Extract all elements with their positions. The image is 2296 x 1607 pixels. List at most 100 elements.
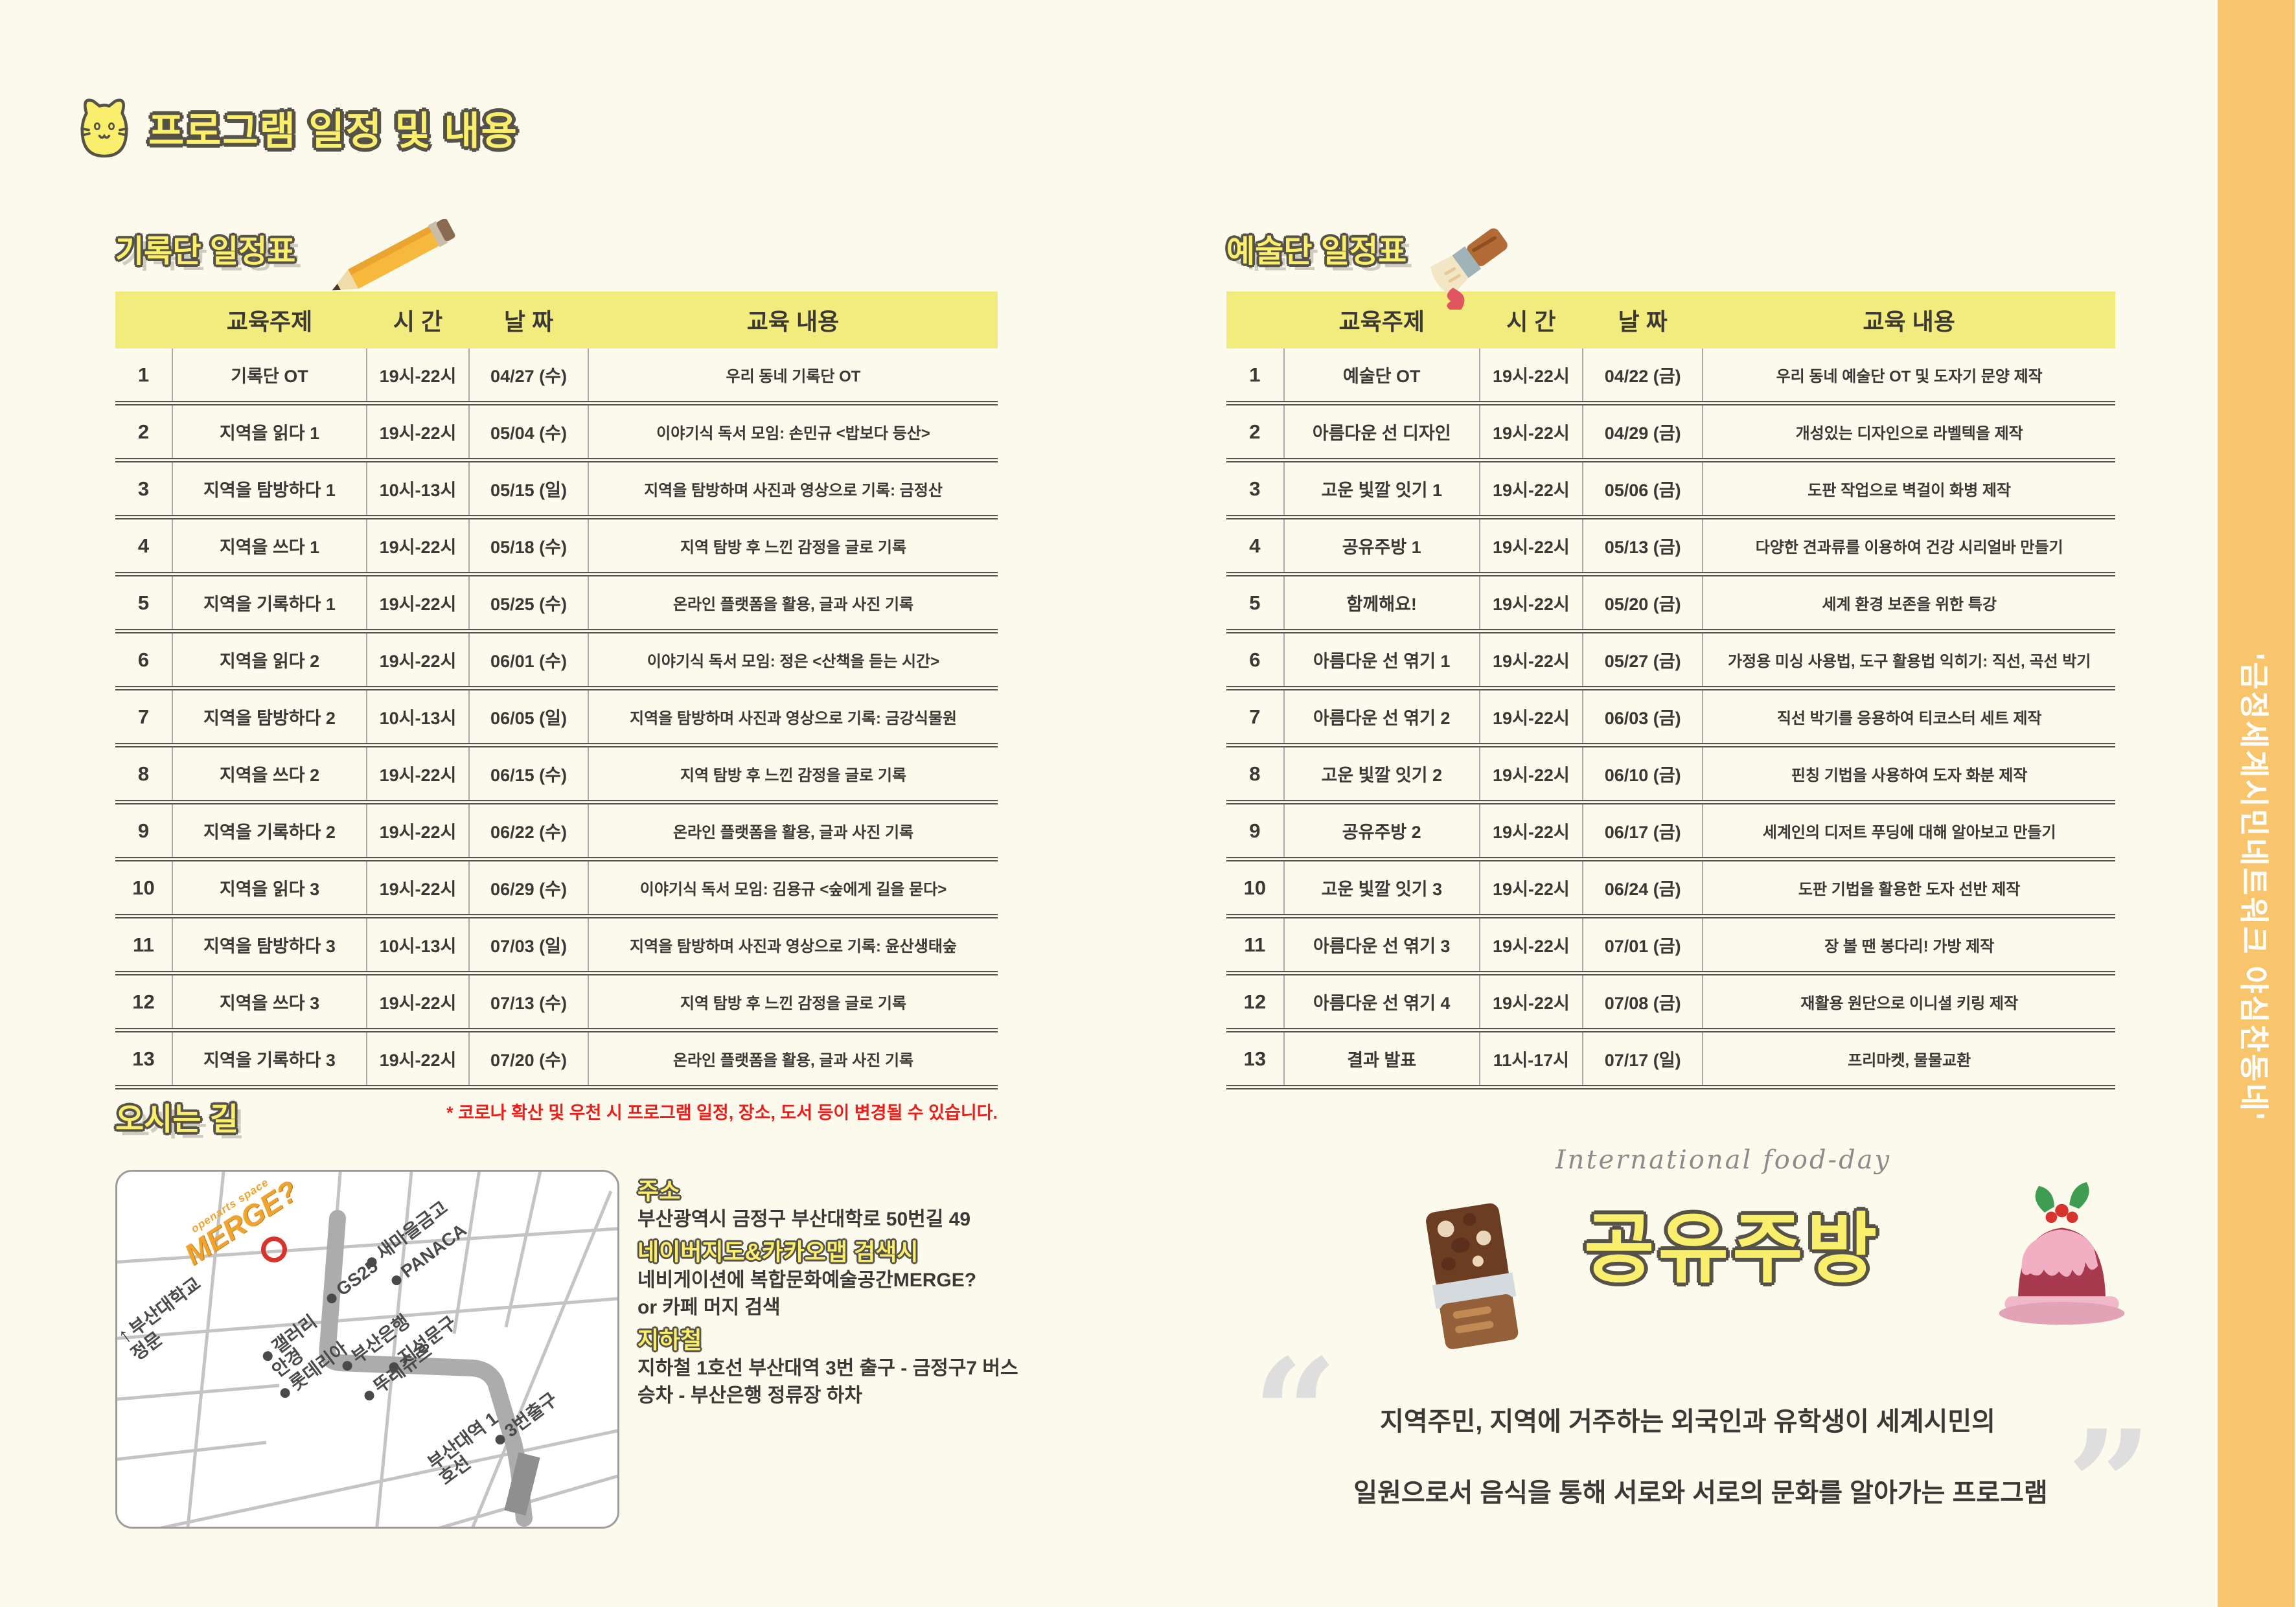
cell-time: 19시-22시 bbox=[1478, 686, 1583, 746]
cell-topic: 아름다운 선 엮기 3 bbox=[1283, 914, 1480, 974]
directions-title: 오시는 길 bbox=[115, 1102, 238, 1137]
cell-no: 5 bbox=[1226, 572, 1284, 632]
cell-content: 장 볼 땐 봉다리! 가방 제작 bbox=[1702, 914, 2115, 974]
schedule-row: 1 기록단 OT 19시-22시 04/27 (수) 우리 동네 기록단 OT bbox=[115, 348, 998, 404]
schedule-row: 10 지역을 읽다 3 19시-22시 06/29 (수) 이야기식 독서 모임: 김용… bbox=[115, 857, 998, 917]
subway-line2: 승차 - 부산은행 정류장 하차 bbox=[637, 1385, 862, 1406]
cell-topic: 지역을 읽다 2 bbox=[172, 629, 367, 689]
cell-no: 6 bbox=[115, 629, 172, 689]
map-search-line2: or 카페 머지 검색 bbox=[637, 1297, 781, 1318]
cell-date: 04/29 (금) bbox=[1581, 401, 1703, 461]
header-blank-cell bbox=[115, 291, 172, 348]
cell-no: 8 bbox=[1226, 743, 1284, 803]
cell-content: 온라인 플랫폼을 활용, 글과 사진 기록 bbox=[588, 800, 998, 860]
cell-content: 다양한 견과류를 이용하여 건강 시리얼바 만들기 bbox=[1702, 515, 2115, 575]
map-search-heading: 네이버지도&카카오맵 검색시 bbox=[637, 1238, 919, 1265]
cell-content: 온라인 플랫폼을 활용, 글과 사진 기록 bbox=[588, 1028, 998, 1089]
cell-time: 19시-22시 bbox=[1478, 348, 1583, 404]
cell-time: 19시-22시 bbox=[366, 800, 469, 860]
cell-date: 07/20 (수) bbox=[468, 1028, 588, 1089]
schedule-row: 3 지역을 탐방하다 1 10시-13시 05/15 (일) 지역을 탐방하며 사진과 … bbox=[115, 458, 998, 518]
cell-no: 9 bbox=[1226, 800, 1284, 860]
cell-time: 19시-22시 bbox=[1478, 800, 1583, 860]
column-header: 교육 내용 bbox=[1703, 291, 2115, 348]
cell-topic: 지역을 쓰다 3 bbox=[172, 971, 367, 1031]
column-header: 날 짜 bbox=[469, 291, 588, 348]
cell-time: 19시-22시 bbox=[366, 857, 469, 917]
cell-date: 07/13 (수) bbox=[468, 971, 588, 1031]
cell-no: 13 bbox=[115, 1028, 172, 1089]
cell-date: 04/22 (금) bbox=[1581, 348, 1703, 404]
schedule-row: 3 고운 빛깔 잇기 1 19시-22시 05/06 (금) 도판 작업으로 벽걸이 화… bbox=[1226, 458, 2115, 518]
cell-no: 2 bbox=[1226, 401, 1284, 461]
cell-content: 세계인의 디저트 푸딩에 대해 알아보고 만들기 bbox=[1702, 800, 2115, 860]
cell-topic: 지역을 읽다 1 bbox=[172, 401, 367, 461]
cell-no: 3 bbox=[115, 458, 172, 518]
cell-time: 19시-22시 bbox=[366, 348, 469, 404]
cell-time: 19시-22시 bbox=[1478, 743, 1583, 803]
cell-date: 07/01 (금) bbox=[1581, 914, 1703, 974]
cell-content: 프리마켓, 물물교환 bbox=[1702, 1028, 2115, 1089]
schedule-row: 12 지역을 쓰다 3 19시-22시 07/13 (수) 지역 탐방 후 느낀 감정을… bbox=[115, 971, 998, 1031]
cat-icon bbox=[75, 93, 134, 163]
cell-content: 도판 기법을 활용한 도자 선반 제작 bbox=[1702, 857, 2115, 917]
cell-time: 19시-22시 bbox=[1478, 515, 1583, 575]
cell-no: 4 bbox=[115, 515, 172, 575]
cell-topic: 지역을 탐방하다 3 bbox=[172, 914, 367, 974]
cell-topic: 함께해요! bbox=[1283, 572, 1480, 632]
cell-content: 가정용 미싱 사용법, 도구 활용법 익히기: 직선, 곡선 박기 bbox=[1702, 629, 2115, 689]
schedule-row: 11 지역을 탐방하다 3 10시-13시 07/03 (일) 지역을 탐방하며 사진과… bbox=[115, 914, 998, 974]
subway-line1: 지하철 1호선 부산대역 3번 출구 - 금정구7 버스 bbox=[637, 1358, 1018, 1379]
cell-time: 19시-22시 bbox=[1478, 914, 1583, 974]
cell-content: 이야기식 독서 모임: 정은 <산책을 듣는 시간> bbox=[588, 629, 998, 689]
header-blank-cell bbox=[1226, 291, 1284, 348]
cell-topic: 아름다운 선 엮기 2 bbox=[1283, 686, 1480, 746]
cell-time: 19시-22시 bbox=[366, 1028, 469, 1089]
schedule-row: 5 함께해요! 19시-22시 05/20 (금) 세계 환경 보존을 위한 특강 bbox=[1226, 572, 2115, 632]
cell-no: 13 bbox=[1226, 1028, 1284, 1089]
schedule-row: 6 아름다운 선 엮기 1 19시-22시 05/27 (금) 가정용 미싱 사용법, … bbox=[1226, 629, 2115, 689]
cell-no: 11 bbox=[115, 914, 172, 974]
shared-kitchen-section: International food-day 공유주방 bbox=[1234, 1140, 2141, 1555]
cell-no: 6 bbox=[1226, 629, 1284, 689]
cell-topic: 지역을 읽다 3 bbox=[172, 857, 367, 917]
cell-no: 3 bbox=[1226, 458, 1284, 518]
schedule-row: 8 고운 빛깔 잇기 2 19시-22시 06/10 (금) 핀칭 기법을 사용하여 도… bbox=[1226, 743, 2115, 803]
cell-topic: 아름다운 선 엮기 4 bbox=[1283, 971, 1480, 1031]
cell-time: 19시-22시 bbox=[1478, 572, 1583, 632]
schedule-row: 2 아름다운 선 디자인 19시-22시 04/29 (금) 개성있는 디자인으로 라벨… bbox=[1226, 401, 2115, 461]
schedule-row: 10 고운 빛깔 잇기 3 19시-22시 06/24 (금) 도판 기법을 활용한 도… bbox=[1226, 857, 2115, 917]
subway-line-block bbox=[504, 1452, 540, 1516]
cell-content: 지역 탐방 후 느낀 감정을 글로 기록 bbox=[588, 743, 998, 803]
cell-date: 06/10 (금) bbox=[1581, 743, 1703, 803]
cell-content: 우리 동네 기록단 OT bbox=[588, 348, 998, 404]
column-header: 시 간 bbox=[367, 291, 469, 348]
cell-date: 06/05 (일) bbox=[468, 686, 588, 746]
cell-content: 직선 박기를 응용하여 티코스터 세트 제작 bbox=[1702, 686, 2115, 746]
schedule-row: 8 지역을 쓰다 2 19시-22시 06/15 (수) 지역 탐방 후 느낀 감정을 … bbox=[115, 743, 998, 803]
cell-date: 05/18 (수) bbox=[468, 515, 588, 575]
schedule-row: 1 예술단 OT 19시-22시 04/22 (금) 우리 동네 예술단 OT 및 도자… bbox=[1226, 348, 2115, 404]
cell-content: 지역을 탐방하며 사진과 영상으로 기록: 금정산 bbox=[588, 458, 998, 518]
cell-topic: 지역을 기록하다 1 bbox=[172, 572, 367, 632]
cell-topic: 지역을 기록하다 2 bbox=[172, 800, 367, 860]
cell-time: 19시-22시 bbox=[366, 515, 469, 575]
record-table-title: 기록단 일정표 bbox=[115, 234, 296, 269]
cell-no: 10 bbox=[1226, 857, 1284, 917]
cell-time: 10시-13시 bbox=[366, 458, 469, 518]
column-header: 교육 내용 bbox=[588, 291, 998, 348]
schedule-row: 2 지역을 읽다 1 19시-22시 05/04 (수) 이야기식 독서 모임: 손민규… bbox=[115, 401, 998, 461]
cell-no: 12 bbox=[1226, 971, 1284, 1031]
cell-topic: 아름다운 선 엮기 1 bbox=[1283, 629, 1480, 689]
art-section-head: 예술단 일정표 bbox=[1226, 219, 2115, 312]
cell-date: 04/27 (수) bbox=[468, 348, 588, 404]
cell-date: 05/04 (수) bbox=[468, 401, 588, 461]
column-header: 시 간 bbox=[1479, 291, 1583, 348]
schedule-row: 13 지역을 기록하다 3 19시-22시 07/20 (수) 온라인 플랫폼을 활용,… bbox=[115, 1028, 998, 1089]
map-search-line1: 네비게이션에 복합문화예술공간MERGE? bbox=[637, 1270, 977, 1291]
cell-content: 이야기식 독서 모임: 손민규 <밥보다 등산> bbox=[588, 401, 998, 461]
